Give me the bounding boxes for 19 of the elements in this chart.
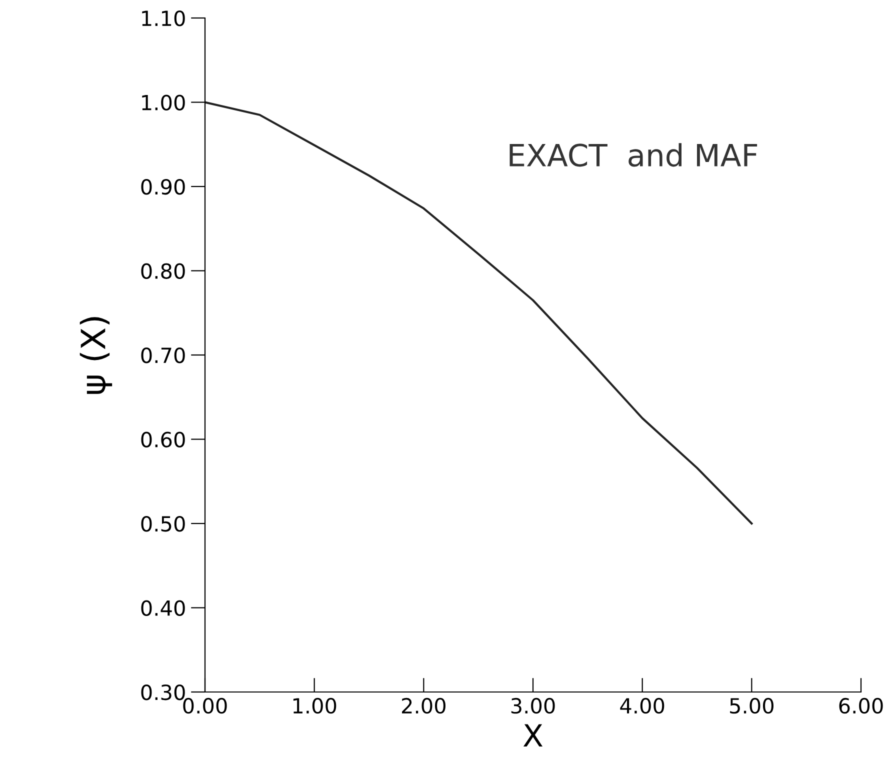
y-tick-label: 0.30 xyxy=(141,684,185,700)
y-tick-label: 1.10 xyxy=(142,10,185,26)
x-tick-label: 6.00 xyxy=(839,698,883,714)
x-tick-label: 1.00 xyxy=(293,698,336,714)
x-axis-title: X xyxy=(523,724,543,746)
y-tick-label: 0.40 xyxy=(141,600,185,616)
y-axis-title: ψ (X) xyxy=(80,317,112,394)
y-tick-label: 0.90 xyxy=(141,178,185,195)
annotation: EXACT and MAF xyxy=(510,143,758,167)
x-tick-label: 5.00 xyxy=(730,698,774,714)
y-tick-label: 0.60 xyxy=(141,432,185,448)
y-tick-label: 1.00 xyxy=(142,94,185,110)
y-tick-label: 0.80 xyxy=(141,263,185,279)
x-tick-label: 0.00 xyxy=(183,698,227,714)
x-tick-label: 3.00 xyxy=(511,698,555,714)
x-tick-label: 2.00 xyxy=(402,698,446,714)
y-tick-label: 0.70 xyxy=(141,347,185,364)
y-tick-label: 0.50 xyxy=(141,516,185,532)
x-tick-label: 4.00 xyxy=(620,698,664,714)
